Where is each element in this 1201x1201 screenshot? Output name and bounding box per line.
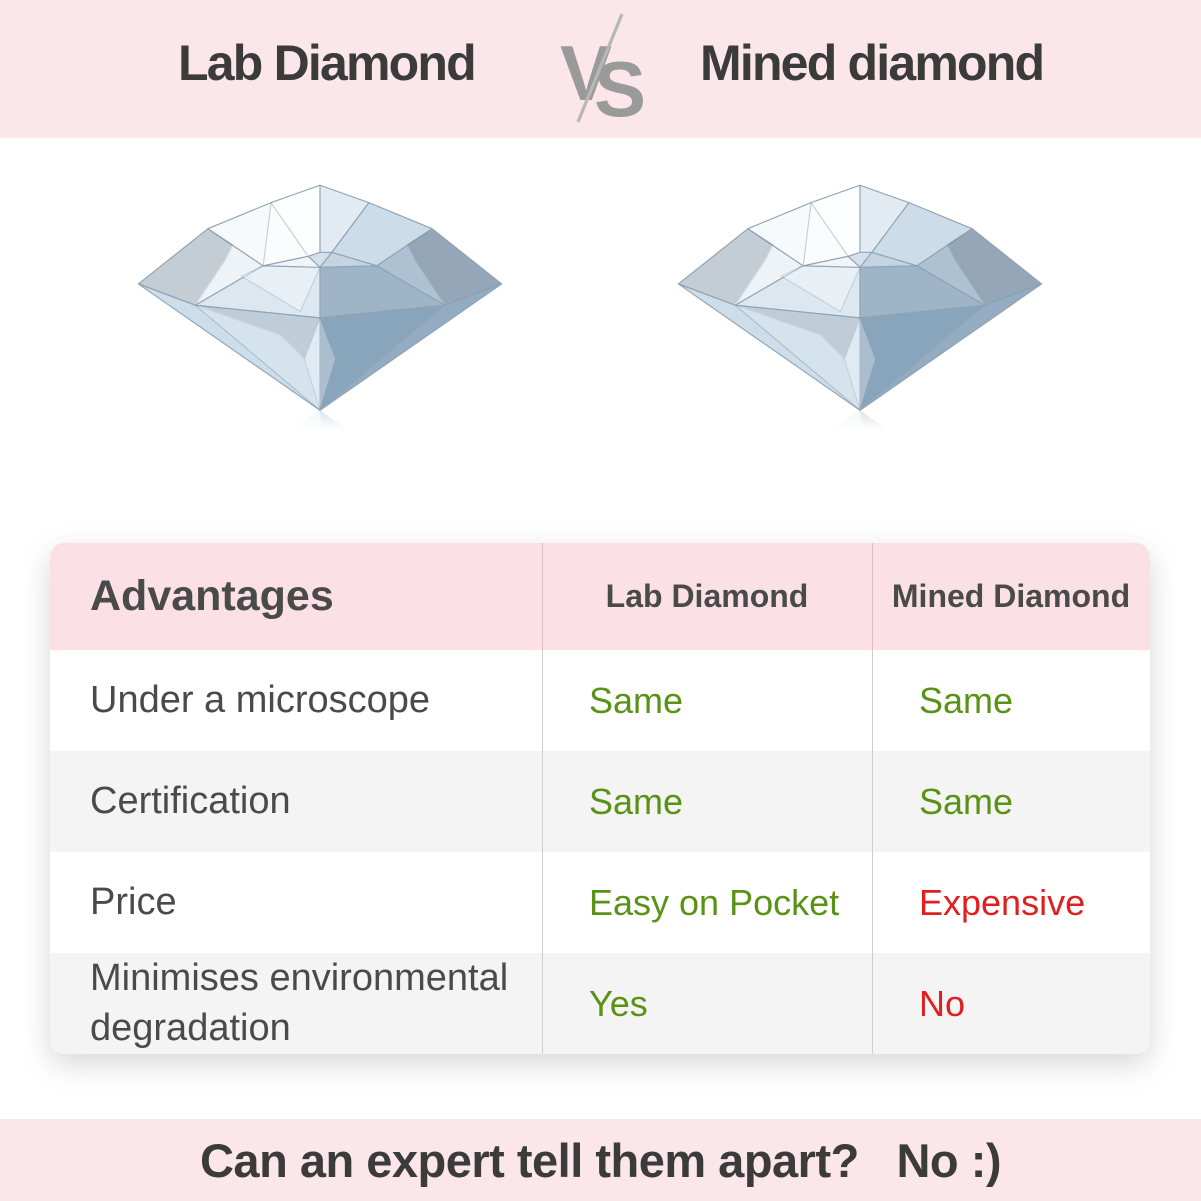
svg-text:S: S [594, 45, 646, 125]
